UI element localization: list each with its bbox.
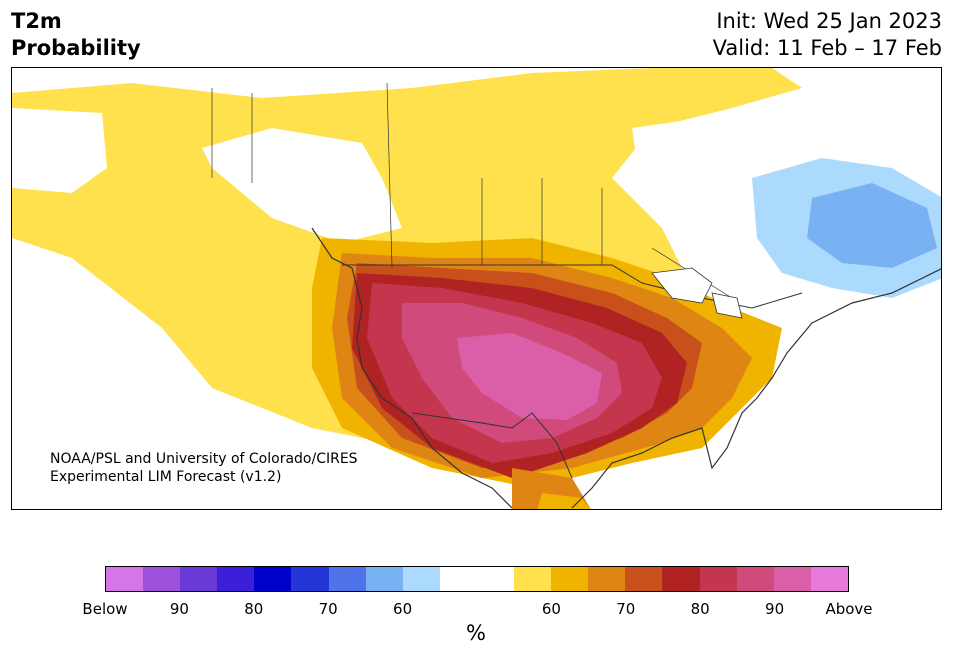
contour-neutral-yukon [12, 108, 107, 193]
credit-line-1: NOAA/PSL and University of Colorado/CIRE… [50, 451, 358, 467]
colorbar-segment [217, 567, 255, 591]
map-title: T2m Probability [11, 8, 141, 62]
province-borders [211, 82, 733, 299]
colorbar-segment [810, 567, 848, 591]
colorbar-segment [254, 567, 292, 591]
colorbar-tick-label: 60 [541, 600, 561, 618]
credit-line-2: Experimental LIM Forecast (v1.2) [50, 469, 282, 485]
valid-range: Valid: 11 Feb – 17 Feb [712, 36, 942, 60]
colorbar-segment [439, 567, 477, 591]
contour-below-70 [807, 183, 937, 268]
colorbar-tick-label: 90 [765, 600, 785, 618]
variable-name: T2m [11, 9, 62, 33]
colorbar-segment [402, 567, 440, 591]
colorbar-segment [514, 567, 552, 591]
colorbar-segment [662, 567, 700, 591]
colorbar-segment [328, 567, 366, 591]
colorbar-tick-label: 90 [169, 600, 189, 618]
colorbar-segment [476, 567, 515, 591]
colorbar-segment [291, 567, 329, 591]
forecast-map: NOAA/PSL and University of Colorado/CIRE… [11, 67, 942, 510]
colorbar-segment [106, 567, 144, 591]
colorbar-tick-label: 70 [318, 600, 338, 618]
contour-mexico-yellow [537, 493, 591, 509]
colorbar-segment [143, 567, 181, 591]
colorbar-tick-label: 60 [393, 600, 413, 618]
colorbar-tick-label: Above [825, 600, 873, 618]
colorbar-segment [551, 567, 589, 591]
forecast-credit: NOAA/PSL and University of Colorado/CIRE… [50, 450, 358, 486]
contour-above-max [457, 333, 602, 420]
great-lakes [651, 267, 743, 319]
colorbar-tick-label: 80 [690, 600, 710, 618]
colorbar-segment [365, 567, 403, 591]
colorbar-unit: % [466, 621, 486, 645]
colorbar-segment [180, 567, 218, 591]
us-mexico-border [411, 412, 573, 479]
coastline [311, 227, 941, 509]
product-name: Probability [11, 36, 141, 60]
init-date: Init: Wed 25 Jan 2023 [716, 9, 942, 33]
probability-map-svg [12, 68, 941, 509]
probability-colorbar [105, 566, 849, 592]
colorbar-segment [699, 567, 737, 591]
colorbar-tick-label: 80 [244, 600, 264, 618]
colorbar-tick-label: Below [82, 600, 128, 618]
colorbar-tick-label: 70 [616, 600, 636, 618]
colorbar-segment [588, 567, 626, 591]
colorbar-segment [625, 567, 663, 591]
forecast-dates: Init: Wed 25 Jan 2023 Valid: 11 Feb – 17… [713, 8, 942, 62]
colorbar-segment [736, 567, 774, 591]
colorbar-segment [773, 567, 811, 591]
